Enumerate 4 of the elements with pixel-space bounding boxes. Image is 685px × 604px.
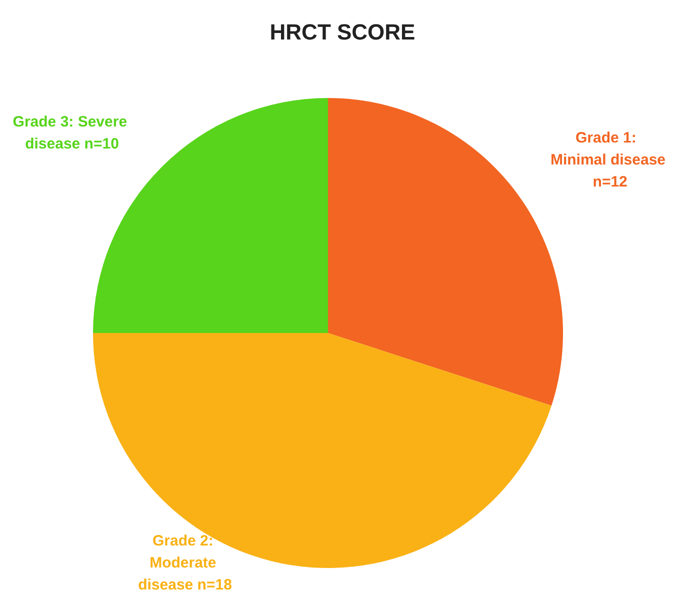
slice-label: Grade 3: Severe disease n=10 [12,114,132,152]
data-label: n=12 [588,174,628,190]
slice-label: Grade 2: Moderate disease n=18 [138,532,232,594]
chart-title: HRCT SCORE [270,20,416,44]
